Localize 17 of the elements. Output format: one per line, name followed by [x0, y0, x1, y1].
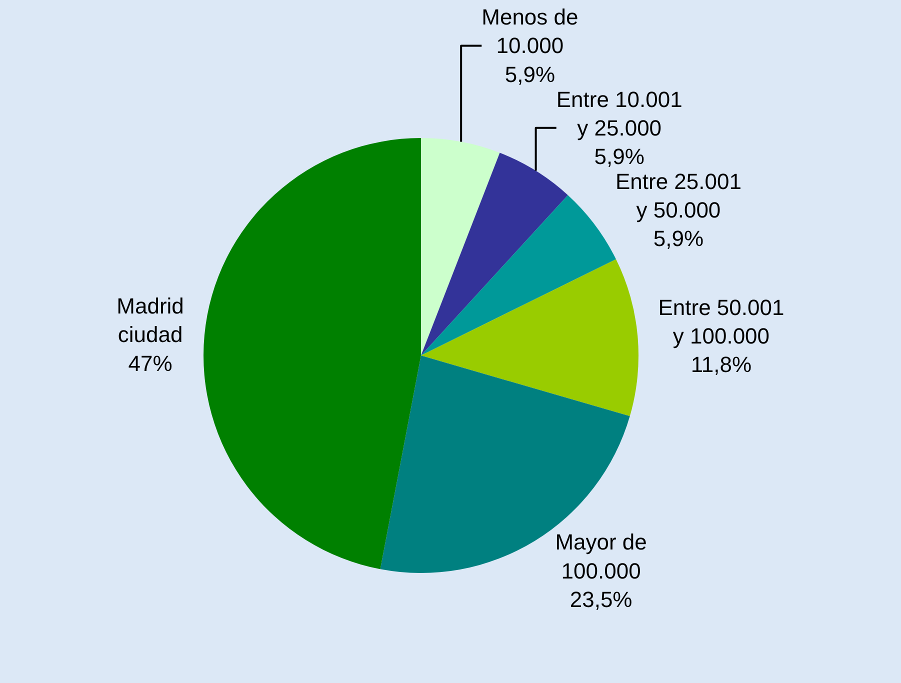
data-label: 5,9%	[653, 226, 704, 252]
slice-label: Menos de 10.000	[482, 4, 578, 58]
data-label: 5,9%	[594, 144, 644, 169]
pie-slice	[421, 195, 616, 356]
slice-label: Mayor de 100.000	[555, 530, 647, 584]
data-label: 5,9%	[504, 62, 556, 87]
pie-slice	[421, 138, 500, 356]
data-label: 11,8%	[690, 352, 752, 378]
pie-slice	[421, 152, 568, 356]
data-label: 47%	[128, 350, 172, 376]
slice-label: Entre 50.001 y 100.000	[658, 294, 784, 349]
pie-slice	[421, 259, 638, 416]
slice-label: Entre 10.001 y 25.000	[556, 86, 682, 140]
slice-label: Madrid ciudad	[116, 294, 184, 348]
data-label: 23,5%	[570, 586, 632, 612]
pie-slice	[204, 138, 421, 570]
slice-label: Entre 25.001 y 50.000	[615, 168, 742, 223]
